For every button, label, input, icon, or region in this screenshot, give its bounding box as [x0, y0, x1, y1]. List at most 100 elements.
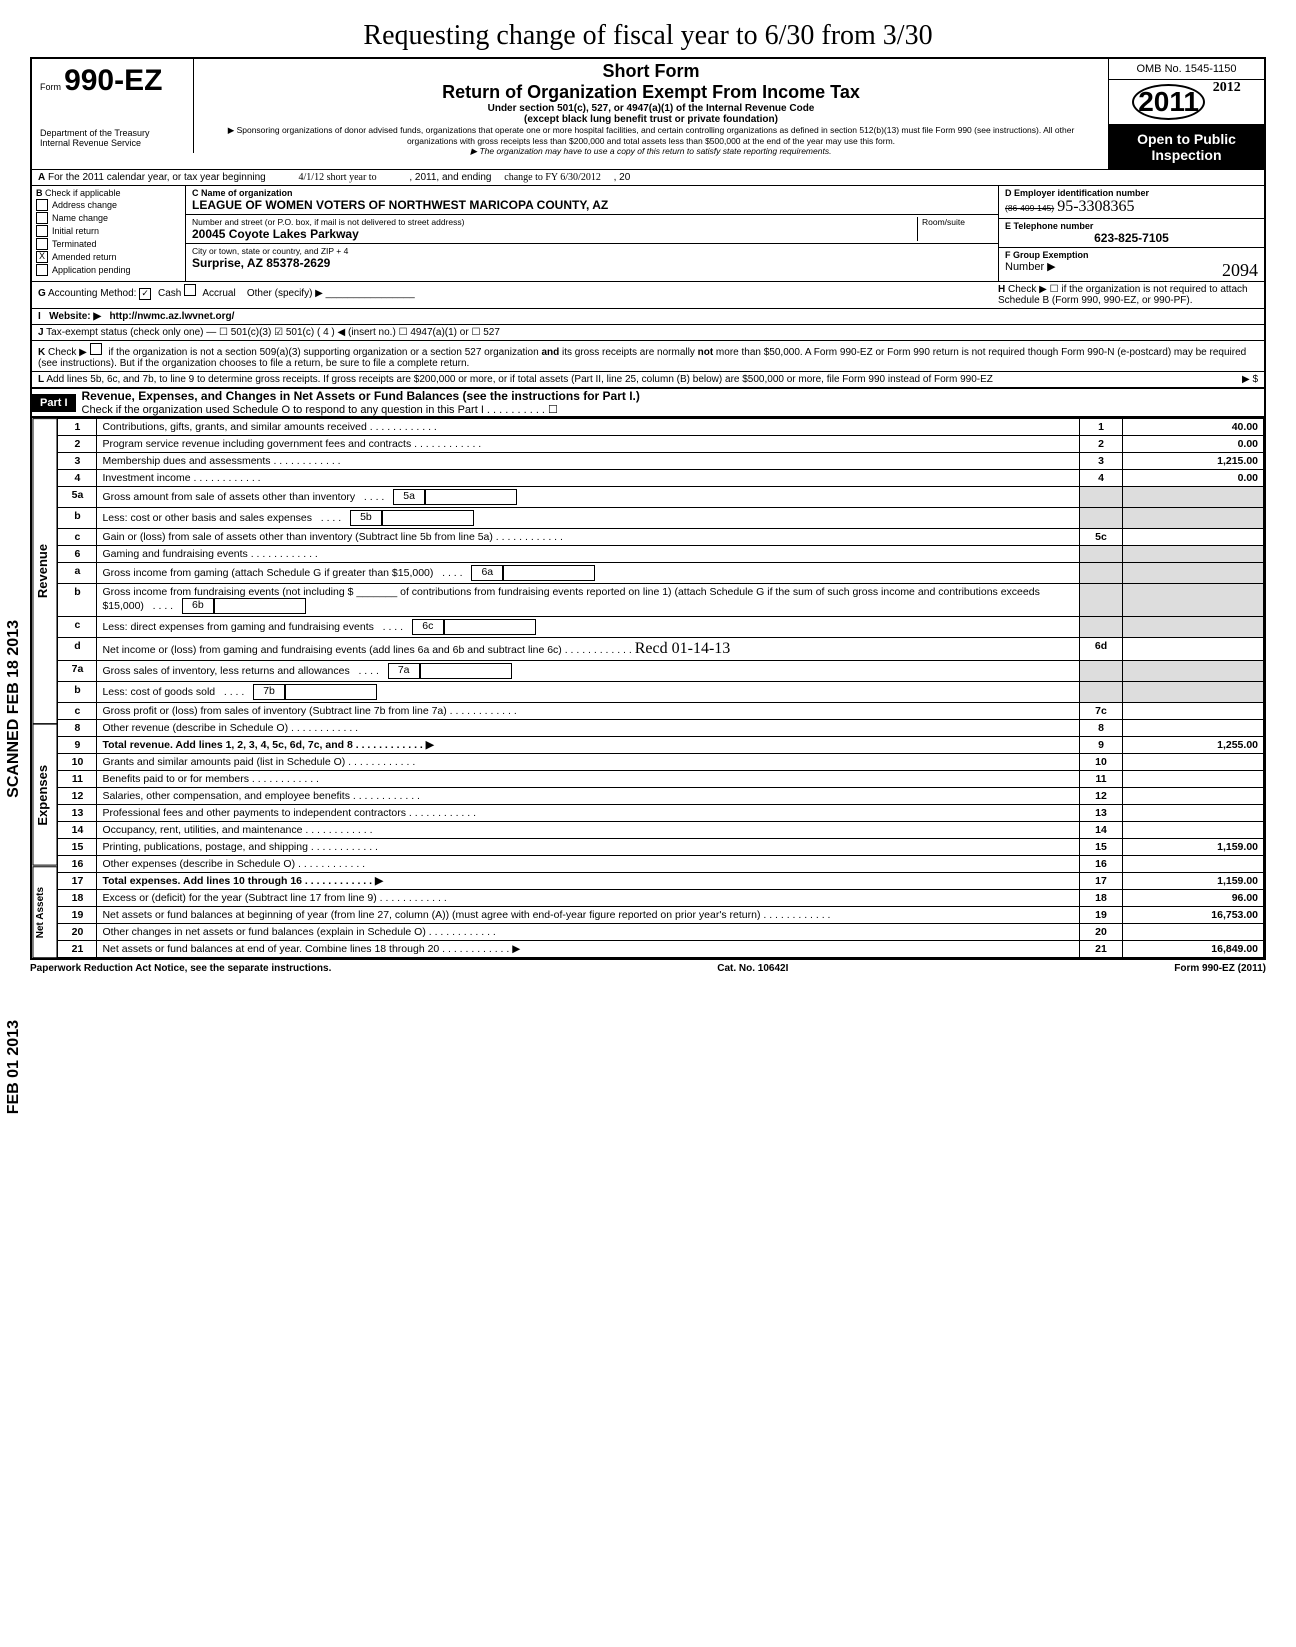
- subtitle3: ▶ Sponsoring organizations of donor advi…: [202, 125, 1100, 146]
- amt-box: 7c: [1080, 703, 1123, 720]
- amt-box: [1080, 682, 1123, 703]
- form-line-b: bGross income from fundraising events (n…: [58, 584, 1264, 617]
- line-num: b: [58, 508, 97, 529]
- amt-box: 13: [1080, 805, 1123, 822]
- irs: Internal Revenue Service: [40, 138, 185, 148]
- line-desc: Gain or (loss) from sale of assets other…: [97, 529, 1080, 546]
- recd-handwriting: Recd 01-14-13: [635, 640, 731, 657]
- amt-value: 96.00: [1123, 890, 1264, 907]
- line-desc: Contributions, gifts, grants, and simila…: [97, 419, 1080, 436]
- cb-initial[interactable]: [36, 225, 48, 237]
- amt-box: 6d: [1080, 638, 1123, 661]
- amt-value: 16,849.00: [1123, 941, 1264, 958]
- form-line-9: 9Total revenue. Add lines 1, 2, 3, 4, 5c…: [58, 737, 1264, 754]
- amt-value: [1123, 638, 1264, 661]
- line-desc: Excess or (deficit) for the year (Subtra…: [97, 890, 1080, 907]
- amt-box: 17: [1080, 873, 1123, 890]
- amt-box: [1080, 508, 1123, 529]
- room-label: Room/suite: [922, 217, 992, 227]
- part-i-header: Part I Revenue, Expenses, and Changes in…: [30, 388, 1266, 418]
- phone-number: 623-825-7105: [1005, 231, 1258, 245]
- form-line-19: 19Net assets or fund balances at beginni…: [58, 907, 1264, 924]
- open-to-public: Open to Public: [1113, 131, 1260, 147]
- line-desc: Gross income from gaming (attach Schedul…: [97, 563, 1080, 584]
- form-line-3: 3Membership dues and assessments . . . .…: [58, 453, 1264, 470]
- line-num: 11: [58, 771, 97, 788]
- amt-box: [1080, 584, 1123, 617]
- line-num: 14: [58, 822, 97, 839]
- amt-value: [1123, 805, 1264, 822]
- line-num: 21: [58, 941, 97, 958]
- line-desc: Net assets or fund balances at beginning…: [97, 907, 1080, 924]
- amt-value: [1123, 754, 1264, 771]
- inner-box-7b: 7b: [253, 684, 285, 700]
- amt-value: [1123, 584, 1264, 617]
- cb-address[interactable]: [36, 199, 48, 211]
- line-A: A For the 2011 calendar year, or tax yea…: [30, 169, 1266, 185]
- cb-pending[interactable]: [36, 264, 48, 276]
- form-line-20: 20Other changes in net assets or fund ba…: [58, 924, 1264, 941]
- line-num: 6: [58, 546, 97, 563]
- line-desc: Investment income . . . . . . . . . . . …: [97, 470, 1080, 487]
- recd-stamp: FEB 01 2013: [5, 1020, 23, 1114]
- line-desc: Total revenue. Add lines 1, 2, 3, 4, 5c,…: [97, 737, 1080, 754]
- amt-value: [1123, 788, 1264, 805]
- lines-table: 1Contributions, gifts, grants, and simil…: [57, 418, 1264, 958]
- part-i-desc: Revenue, Expenses, and Changes in Net As…: [76, 389, 1264, 403]
- form-line-10: 10Grants and similar amounts paid (list …: [58, 754, 1264, 771]
- ein-strike: (86-409-145): [1005, 203, 1054, 213]
- cb-terminated[interactable]: [36, 238, 48, 250]
- amt-value: [1123, 720, 1264, 737]
- form-line-c: cLess: direct expenses from gaming and f…: [58, 617, 1264, 638]
- inner-box-6a: 6a: [471, 565, 503, 581]
- name-label: Name of organization: [201, 188, 293, 198]
- line-num: 3: [58, 453, 97, 470]
- inner-box-5a: 5a: [393, 489, 425, 505]
- amt-box: [1080, 661, 1123, 682]
- amt-value: [1123, 771, 1264, 788]
- amt-box: 4: [1080, 470, 1123, 487]
- line-num: 10: [58, 754, 97, 771]
- amt-box: 19: [1080, 907, 1123, 924]
- part-i-check: Check if the organization used Schedule …: [76, 403, 1264, 416]
- line-num: b: [58, 584, 97, 617]
- form-line-4: 4Investment income . . . . . . . . . . .…: [58, 470, 1264, 487]
- check-applicable: Check if applicable: [45, 188, 121, 198]
- inner-box-6b: 6b: [182, 598, 214, 614]
- footer-mid: Cat. No. 10642I: [717, 963, 788, 974]
- line-num: b: [58, 682, 97, 703]
- line-num: 20: [58, 924, 97, 941]
- line-desc: Total expenses. Add lines 10 through 16 …: [97, 873, 1080, 890]
- amt-value: [1123, 529, 1264, 546]
- form-header: Form 990-EZ Department of the Treasury I…: [30, 57, 1266, 169]
- street-address: 20045 Coyote Lakes Parkway: [192, 227, 917, 241]
- amt-value: 0.00: [1123, 436, 1264, 453]
- amt-value: [1123, 563, 1264, 584]
- line-desc: Program service revenue including govern…: [97, 436, 1080, 453]
- dept-treasury: Department of the Treasury: [40, 128, 185, 138]
- cb-name[interactable]: [36, 212, 48, 224]
- ein-hw: 95-3308365: [1057, 198, 1134, 215]
- form-line-13: 13Professional fees and other payments t…: [58, 805, 1264, 822]
- form-line-12: 12Salaries, other compensation, and empl…: [58, 788, 1264, 805]
- amt-box: 15: [1080, 839, 1123, 856]
- amt-value: [1123, 487, 1264, 508]
- form-line-7a: 7aGross sales of inventory, less returns…: [58, 661, 1264, 682]
- form-line-11: 11Benefits paid to or for members . . . …: [58, 771, 1264, 788]
- hw-year: 2012: [1213, 80, 1241, 95]
- form-line-14: 14Occupancy, rent, utilities, and mainte…: [58, 822, 1264, 839]
- inspection: Inspection: [1113, 147, 1260, 163]
- line-desc: Gross profit or (loss) from sales of inv…: [97, 703, 1080, 720]
- main-grid: Revenue Expenses Net Assets 1Contributio…: [30, 418, 1266, 960]
- line-num: 2: [58, 436, 97, 453]
- cb-amended[interactable]: X: [36, 251, 48, 263]
- line-num: a: [58, 563, 97, 584]
- line-I: I Website: ▶ http://nwmc.az.lwvnet.org/: [30, 308, 1266, 324]
- line-desc: Less: direct expenses from gaming and fu…: [97, 617, 1080, 638]
- amt-box: 5c: [1080, 529, 1123, 546]
- line-num: c: [58, 617, 97, 638]
- amt-value: [1123, 682, 1264, 703]
- line-L: L Add lines 5b, 6c, and 7b, to line 9 to…: [30, 371, 1266, 388]
- inner-box-5b: 5b: [350, 510, 382, 526]
- short-form-label: Short Form: [202, 61, 1100, 82]
